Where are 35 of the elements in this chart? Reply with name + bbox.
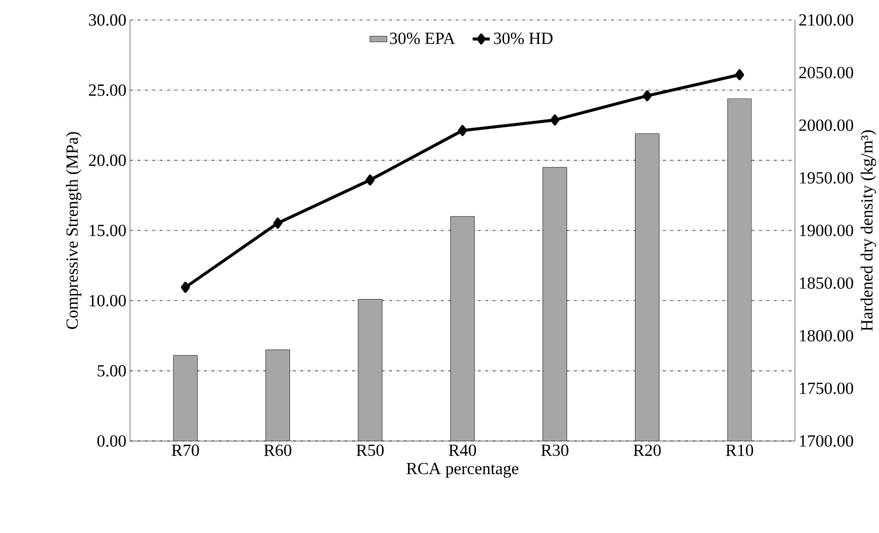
y2-tick-label: 2100.00: [799, 14, 854, 26]
y-tick-label: 15.00: [90, 224, 126, 236]
x-tick-label: R10: [726, 444, 754, 456]
x-tick-label: R50: [356, 444, 384, 456]
point: [642, 90, 652, 102]
x-tick-label: R40: [448, 444, 476, 456]
y2-tick-label: 1850.00: [800, 277, 854, 289]
x-tick-label: R20: [634, 444, 661, 456]
y2-tick-label: 2000.00: [799, 119, 854, 132]
y-tick-label: 20.00: [88, 154, 126, 166]
point: [273, 218, 282, 229]
y-tick-label: 10.00: [90, 294, 126, 306]
point: [550, 114, 560, 126]
point: [735, 69, 744, 80]
y2-axis-title: Hardened dry density (kg/m³): [860, 130, 876, 331]
y-tick-label: 0.00: [97, 435, 126, 447]
legend-label: 30% HD: [494, 32, 553, 44]
y-axis-title: Compressive Strength (MPa): [66, 132, 82, 329]
y2-tick-label: 1700.00: [800, 435, 854, 447]
x-tick-label: R70: [172, 444, 199, 456]
y2-tick-label: 1800.00: [800, 330, 854, 342]
y-tick-label: 5.00: [98, 365, 126, 377]
legend-label: 30% EPA: [390, 32, 456, 44]
point: [458, 125, 467, 136]
y2-tick-label: 1750.00: [800, 382, 854, 394]
x-axis-title: RCA percentage: [406, 462, 518, 478]
y2-tick-label: 2050.00: [799, 66, 854, 78]
x-tick-label: R30: [541, 444, 568, 456]
y-tick-label: 30.00: [89, 14, 126, 26]
y2-tick-label: 1950.00: [800, 172, 854, 184]
point: [366, 174, 375, 186]
point: [180, 282, 190, 293]
x-tick-label: R60: [264, 444, 292, 456]
y2-tick-label: 1900.00: [800, 224, 854, 236]
y-tick-label: 25.00: [88, 84, 126, 96]
